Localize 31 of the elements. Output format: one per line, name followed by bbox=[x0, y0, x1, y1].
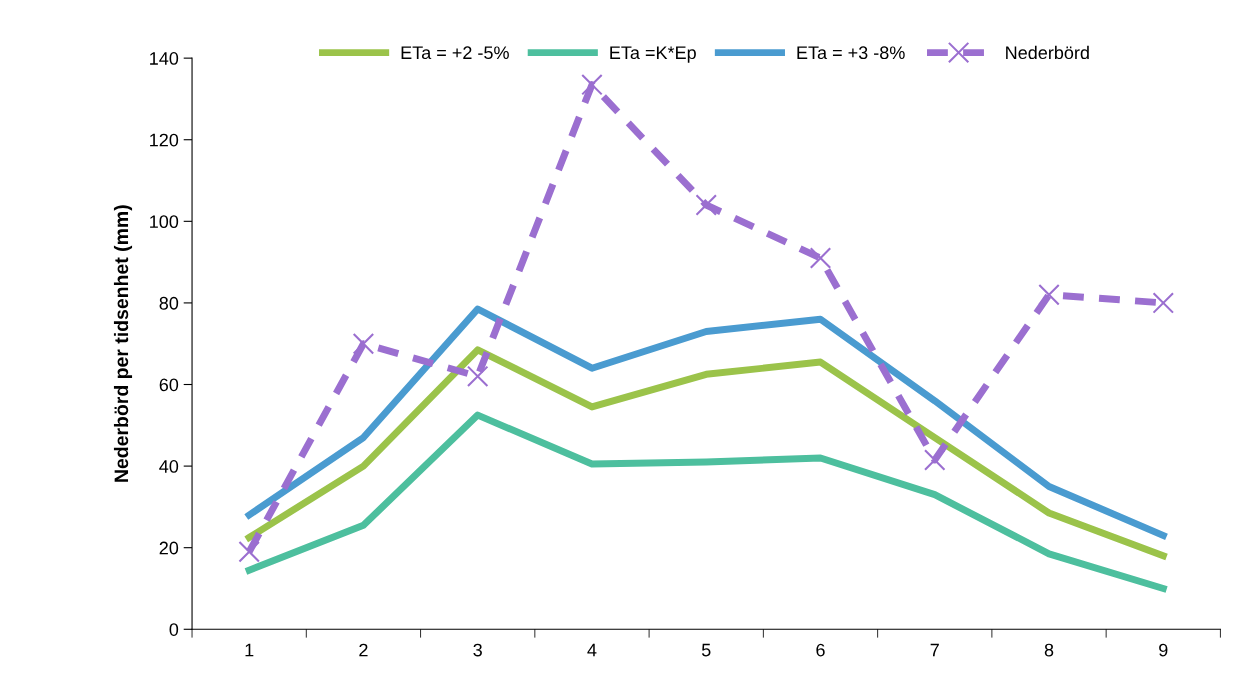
x-tick-label: 4 bbox=[587, 643, 597, 657]
legend-label: ETa =K*Ep bbox=[610, 46, 696, 63]
y-tick-label: 80 bbox=[159, 296, 179, 310]
point bbox=[923, 449, 946, 471]
point bbox=[1038, 283, 1060, 306]
point bbox=[238, 541, 260, 563]
y-tick-label: 140 bbox=[150, 52, 179, 65]
y-tick-label: 20 bbox=[159, 541, 179, 555]
y-tick-label: 60 bbox=[159, 378, 179, 392]
point bbox=[581, 73, 603, 96]
x-tick-label: 5 bbox=[701, 643, 711, 657]
point bbox=[466, 365, 489, 388]
legend-label: ETa = +2 -5% bbox=[401, 46, 509, 60]
point bbox=[1152, 292, 1175, 314]
point bbox=[352, 332, 375, 355]
x-tick-label: 1 bbox=[245, 643, 254, 657]
y-tick-label: 120 bbox=[150, 133, 179, 147]
x-tick-label: 7 bbox=[930, 643, 939, 657]
legend-label: ETa = +3 -8% bbox=[797, 46, 905, 60]
y-tick-label: 0 bbox=[169, 623, 179, 636]
y-tick-label: 40 bbox=[159, 460, 179, 473]
x-tick-label: 8 bbox=[1044, 643, 1054, 657]
y-tick-label: 100 bbox=[150, 215, 179, 229]
x-tick-label: 6 bbox=[816, 643, 825, 657]
legend-label: Nederbörd bbox=[1006, 45, 1089, 60]
point bbox=[695, 194, 717, 216]
point bbox=[809, 247, 832, 269]
x-tick-label: 2 bbox=[359, 643, 368, 657]
x-tick-label: 9 bbox=[1159, 643, 1168, 657]
y-axis-title: Nederbörd per tidsenhet (mm) bbox=[113, 205, 133, 482]
x-tick-label: 3 bbox=[473, 643, 482, 657]
